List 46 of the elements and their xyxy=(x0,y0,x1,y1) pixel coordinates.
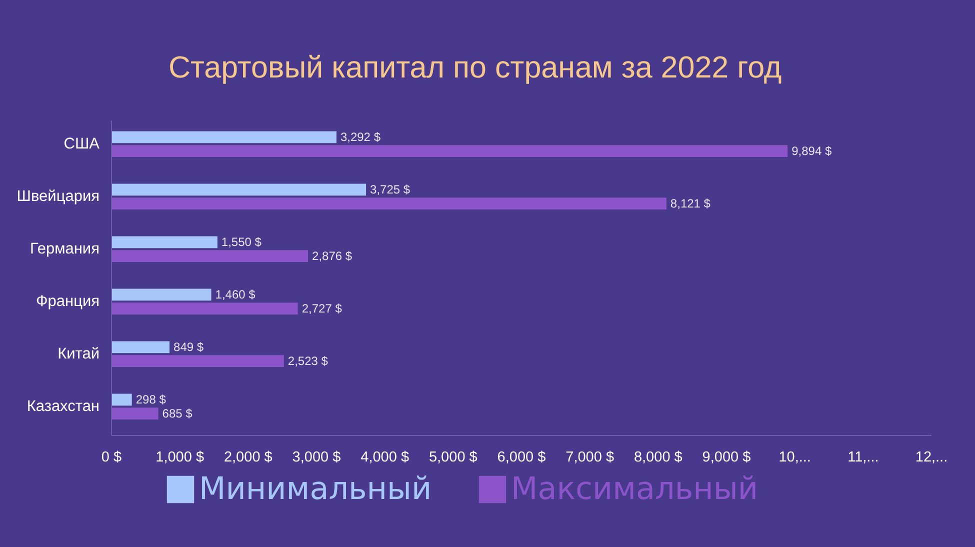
x-tick-label: 8,000 $ xyxy=(634,450,682,466)
bar xyxy=(112,408,158,420)
data-label: 685 $ xyxy=(162,406,193,421)
bar xyxy=(112,355,284,367)
bar xyxy=(112,341,170,354)
data-label: 3,725 $ xyxy=(370,182,410,197)
data-label: 2,876 $ xyxy=(312,249,352,264)
bar xyxy=(112,145,788,157)
data-label: 2,523 $ xyxy=(288,354,328,368)
data-label: 298 $ xyxy=(136,392,166,407)
legend-label: Минимальный xyxy=(199,471,432,507)
y-tick-label: Казахстан xyxy=(26,398,100,416)
data-label: 9,894 $ xyxy=(792,144,832,158)
x-tick-label: 1,000 $ xyxy=(156,450,204,466)
x-tick-label: 9,000 $ xyxy=(702,450,751,466)
data-label: 8,121 $ xyxy=(670,196,711,211)
bar xyxy=(112,131,336,144)
bar xyxy=(112,198,666,210)
x-tick-label: 0 $ xyxy=(101,450,122,466)
x-tick-label: 2,000 $ xyxy=(224,450,272,466)
y-tick-label: Швейцария xyxy=(16,188,100,206)
x-tick-label: 12,... xyxy=(915,450,948,466)
x-tick-label: 3,000 $ xyxy=(292,450,341,466)
bar xyxy=(112,184,366,196)
bar xyxy=(112,288,212,301)
x-tick-label: 10,... xyxy=(778,450,811,466)
y-tick-label: Франция xyxy=(36,293,100,310)
bar xyxy=(112,250,308,262)
x-tick-label: 4,000 $ xyxy=(360,450,410,466)
data-label: 1,460 $ xyxy=(215,288,256,302)
chart-title: Стартовый капитал по странам за 2022 год xyxy=(168,50,782,84)
bar xyxy=(112,236,218,248)
x-tick-label: 6,000 $ xyxy=(497,450,546,466)
bar xyxy=(112,302,298,314)
y-tick-label: Германия xyxy=(30,240,100,258)
data-label: 849 $ xyxy=(174,340,204,354)
data-label: 1,550 $ xyxy=(221,235,262,250)
x-tick-label: 7,000 $ xyxy=(566,450,614,466)
legend-label: Максимальный xyxy=(511,471,758,507)
data-label: 3,292 $ xyxy=(340,130,381,144)
bar xyxy=(112,394,132,406)
x-tick-label: 5,000 $ xyxy=(428,450,478,466)
data-label: 2,727 $ xyxy=(302,302,342,316)
y-tick-label: США xyxy=(64,136,100,153)
y-tick-label: Китай xyxy=(58,346,100,363)
x-tick-label: 11,... xyxy=(848,450,879,466)
